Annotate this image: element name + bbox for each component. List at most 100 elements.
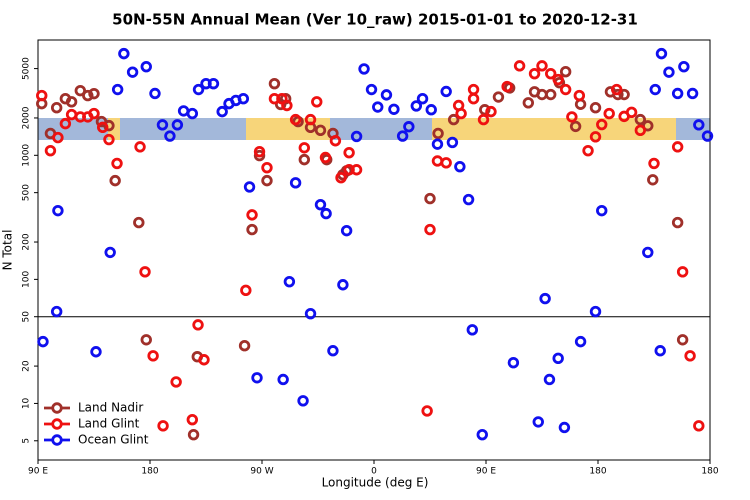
point	[37, 335, 49, 348]
point	[693, 119, 705, 131]
y-tick-label: 2000	[22, 106, 32, 129]
point	[462, 193, 475, 206]
point	[596, 204, 608, 217]
point	[36, 89, 48, 102]
point	[647, 174, 659, 186]
x-tick-label: 180	[589, 467, 606, 477]
point	[543, 373, 556, 386]
point	[618, 88, 630, 101]
x-tick-label: 90 E	[476, 467, 496, 477]
point	[207, 77, 220, 90]
point	[253, 145, 266, 158]
point	[340, 224, 353, 237]
point	[281, 99, 293, 112]
point	[467, 92, 480, 105]
chart-title: 50N-55N Annual Mean (Ver 10_raw) 2015-01…	[112, 11, 638, 29]
point	[103, 119, 115, 132]
point	[147, 350, 159, 362]
point	[177, 105, 190, 117]
point	[528, 67, 541, 80]
point	[59, 117, 72, 130]
point	[350, 164, 363, 176]
point	[237, 92, 250, 105]
point	[678, 60, 690, 73]
point	[298, 153, 311, 166]
point	[501, 80, 513, 93]
point	[589, 101, 602, 114]
x-tick-label: 90 W	[250, 467, 273, 477]
point	[311, 96, 323, 108]
point	[455, 107, 467, 120]
point	[335, 171, 347, 184]
y-tick-label: 200	[22, 233, 32, 250]
point	[513, 60, 526, 72]
point	[97, 121, 109, 134]
point	[289, 177, 302, 189]
point	[289, 113, 302, 126]
x-tick-label: 90 E	[28, 467, 48, 477]
y-tick-label: 5000	[22, 57, 32, 80]
point	[65, 96, 78, 108]
point	[612, 88, 624, 101]
y-tick-label: 1000	[22, 144, 32, 167]
point	[88, 87, 100, 100]
point	[283, 275, 296, 288]
y-tick-label: 10	[22, 397, 32, 409]
legend-label: Land Nadir	[78, 401, 143, 415]
point	[251, 372, 263, 384]
point	[134, 141, 146, 153]
point	[552, 73, 564, 86]
point	[421, 405, 433, 417]
point	[477, 113, 490, 126]
point	[654, 345, 666, 357]
point	[343, 146, 355, 159]
point	[104, 246, 116, 259]
x-tick-label: 0	[371, 467, 377, 477]
point	[676, 334, 689, 346]
legend-marker	[51, 418, 63, 430]
point	[684, 350, 696, 362]
point	[304, 307, 317, 320]
point	[431, 138, 444, 150]
point	[170, 376, 182, 388]
point	[566, 111, 578, 123]
point	[432, 127, 444, 140]
point	[243, 181, 256, 193]
y-tick-label: 100	[22, 271, 32, 288]
point	[52, 204, 64, 217]
point	[171, 119, 184, 131]
point	[603, 107, 615, 120]
point	[559, 65, 572, 78]
point	[642, 246, 654, 259]
point	[65, 108, 78, 121]
x-tick-label: 180	[701, 467, 718, 477]
y-tick-label: 5	[22, 438, 32, 444]
point	[261, 174, 273, 187]
point	[74, 84, 87, 97]
point	[140, 334, 152, 346]
point	[216, 105, 228, 118]
point	[82, 89, 94, 102]
point	[238, 339, 251, 352]
point	[634, 124, 647, 137]
point	[126, 66, 139, 78]
point	[156, 119, 169, 131]
x-axis-label: Longitude (deg E)	[322, 476, 429, 490]
point	[671, 87, 684, 100]
point	[133, 216, 145, 229]
land-band	[432, 118, 676, 140]
point	[139, 266, 151, 278]
point	[314, 198, 327, 211]
point	[118, 47, 130, 60]
y-tick-label: 20	[22, 360, 32, 372]
point	[676, 266, 689, 278]
point	[337, 279, 349, 291]
point	[111, 157, 123, 170]
point	[329, 135, 342, 147]
point	[634, 113, 647, 126]
point	[648, 157, 660, 170]
point	[111, 83, 124, 96]
point	[350, 130, 363, 143]
point	[198, 354, 210, 366]
